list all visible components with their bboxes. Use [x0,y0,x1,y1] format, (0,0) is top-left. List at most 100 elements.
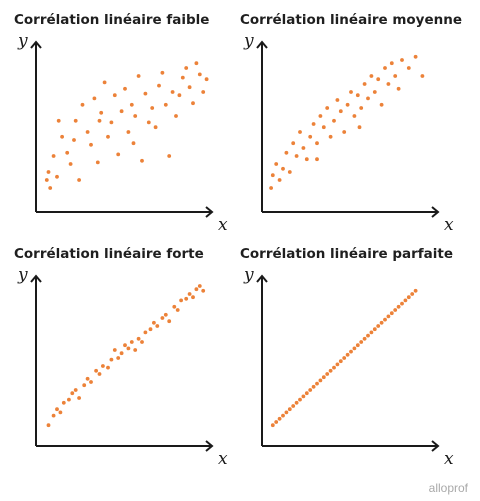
data-point [393,74,398,78]
data-point [359,340,364,344]
data-point [328,368,333,373]
data-point [335,362,340,367]
data-point [291,404,296,408]
data-point [389,311,394,316]
data-point [301,394,306,399]
data-point [97,372,102,376]
data-point [177,93,182,98]
data-point [60,134,64,139]
data-point [413,54,418,59]
data-point [85,130,90,134]
data-point [172,304,177,309]
data-point [338,109,343,114]
data-point [46,423,51,428]
chart-title: Corrélation linéaire moyenne [240,12,463,28]
data-point [94,368,98,373]
data-point [136,74,141,78]
data-point [73,388,78,392]
data-point [406,66,411,70]
data-point [318,378,323,383]
y-axis-label: y [17,265,28,285]
data-point [277,416,282,421]
y-axis-arrow [30,274,42,283]
data-point [89,142,93,147]
data-point [99,110,104,115]
data-point [332,365,336,370]
data-point [119,109,124,114]
data-point [304,391,309,396]
data-point [116,152,121,157]
chart-title: Corrélation linéaire forte [14,246,204,262]
data-point [153,125,158,130]
data-point [274,162,279,166]
data-point [201,90,206,94]
chart-title: Corrélation linéaire parfaite [240,246,453,262]
x-axis-label: x [218,215,228,235]
scatter-plot: yx [17,265,228,469]
data-point [170,90,175,94]
y-axis-arrow [30,40,42,49]
data-point [406,295,411,300]
data-point [284,150,289,155]
data-point [95,160,100,165]
data-point [349,90,353,94]
data-point [287,170,292,174]
data-point [321,125,326,130]
data-point [393,308,398,312]
data-point [129,340,134,344]
data-point [366,96,370,101]
data-point [197,72,202,77]
data-point [332,118,336,123]
data-point [372,327,377,332]
data-point [204,77,209,82]
x-axis-arrow [205,440,214,452]
data-point [372,90,377,94]
data-point [396,304,401,309]
data-point [376,324,381,328]
data-point [133,348,138,352]
data-point [167,154,172,158]
data-point [175,308,180,312]
data-point [379,320,384,325]
y-axis-label: y [17,31,28,51]
data-point [123,86,127,91]
data-point [73,118,78,123]
data-point [48,186,53,190]
data-point [359,106,364,110]
data-point [304,157,309,162]
data-point [55,407,59,412]
data-point [179,298,184,303]
data-point [58,410,63,415]
data-point [85,376,90,381]
x-axis-label: x [444,215,454,235]
data-point [270,423,275,428]
data-point [180,75,185,80]
data-point [65,150,70,155]
y-axis-arrow [256,274,268,283]
data-point [123,343,127,348]
data-point [89,380,93,384]
data-point [321,375,326,380]
data-point [77,396,81,400]
data-point [284,410,289,415]
data-point [349,349,353,354]
data-point [116,356,121,360]
data-point [311,384,316,389]
data-point [82,383,87,388]
data-point [136,336,141,341]
data-point [328,134,333,139]
data-point [51,154,56,158]
data-point [400,58,404,62]
data-point [109,120,114,125]
data-point [315,141,319,146]
data-point [129,102,134,107]
data-point [187,85,192,90]
data-point [197,284,202,288]
y-axis-arrow [256,40,268,49]
data-point [56,118,61,123]
x-axis-arrow [431,206,440,218]
data-point [72,138,76,142]
data-point [160,316,165,320]
data-point [184,296,189,301]
data-point [379,102,384,107]
